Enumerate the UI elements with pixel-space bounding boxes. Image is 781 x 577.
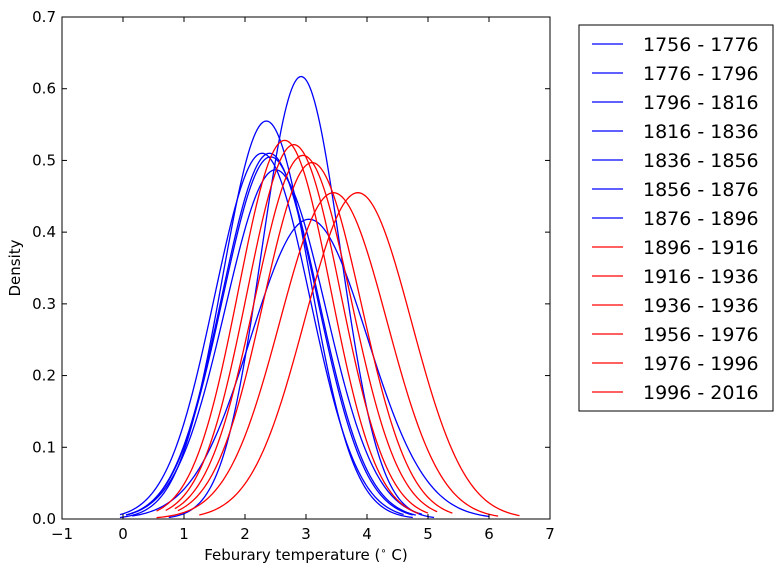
y-tick-label: 0.5: [32, 151, 56, 169]
series-line-5: [125, 156, 416, 516]
legend-label: 1756 - 1776: [643, 34, 759, 56]
y-axis-label: Density: [6, 239, 24, 296]
y-tick-label: 0.6: [32, 80, 56, 98]
x-tick-label: 0: [118, 525, 128, 543]
series-line-12: [199, 192, 520, 517]
x-tick-label: 3: [301, 525, 311, 543]
legend-label: 1856 - 1876: [643, 179, 759, 201]
x-axis-label-degree: ∘: [380, 546, 386, 557]
legend-label: 1996 - 2016: [643, 382, 759, 404]
x-tick-label: 2: [240, 525, 250, 543]
x-axis-label: Feburary temperature (∘ C): [204, 546, 408, 564]
series-line-9: [174, 154, 438, 513]
x-tick-label: 5: [423, 525, 433, 543]
series-line-6: [132, 218, 490, 518]
series-line-2: [119, 152, 404, 516]
legend-label: 1816 - 1836: [643, 121, 759, 143]
legend: 1756 - 1776 1776 - 1796 1796 - 1816 1816 - …: [578, 24, 774, 412]
series-line-10: [177, 161, 453, 514]
legend-label: 1876 - 1896: [643, 208, 759, 230]
series-line-7: [156, 139, 420, 515]
series-line-8: [165, 144, 429, 514]
y-tick-label: 0.0: [32, 510, 56, 528]
axis-ticks: −1 0 1 2 3 4 5 6 7 0.0 0.1 0.2 0.3 0.4 0.5 0.6 0.7: [32, 8, 555, 543]
x-axis-label-text: Feburary temperature (: [204, 546, 380, 564]
x-tick-label: 1: [179, 525, 189, 543]
legend-label: 1836 - 1856: [643, 150, 759, 172]
y-tick-label: 0.3: [32, 295, 56, 313]
series-line-4: [128, 169, 423, 515]
y-tick-label: 0.2: [32, 367, 56, 385]
x-tick-label: 6: [484, 525, 494, 543]
series-line-11: [156, 192, 499, 519]
series-line-1: [168, 75, 435, 519]
density-curves: [119, 75, 520, 519]
series-line-0: [119, 120, 413, 519]
legend-label: 1776 - 1796: [643, 63, 759, 85]
y-tick-label: 0.1: [32, 438, 56, 456]
legend-label: 1956 - 1976: [643, 324, 759, 346]
legend-label: 1936 - 1936: [643, 295, 759, 317]
legend-label: 1896 - 1916: [643, 237, 759, 259]
plot-area-frame: [61, 16, 551, 520]
legend-label: 1796 - 1816: [643, 92, 759, 114]
x-tick-label: 7: [545, 525, 555, 543]
y-tick-label: 0.7: [32, 8, 56, 26]
x-axis-label-unit: C): [387, 546, 408, 564]
y-tick-label: 0.4: [32, 223, 56, 241]
x-tick-label: 4: [362, 525, 372, 543]
legend-label: 1976 - 1996: [643, 353, 759, 375]
x-tick-label: −1: [51, 525, 73, 543]
legend-label: 1916 - 1936: [643, 266, 759, 288]
